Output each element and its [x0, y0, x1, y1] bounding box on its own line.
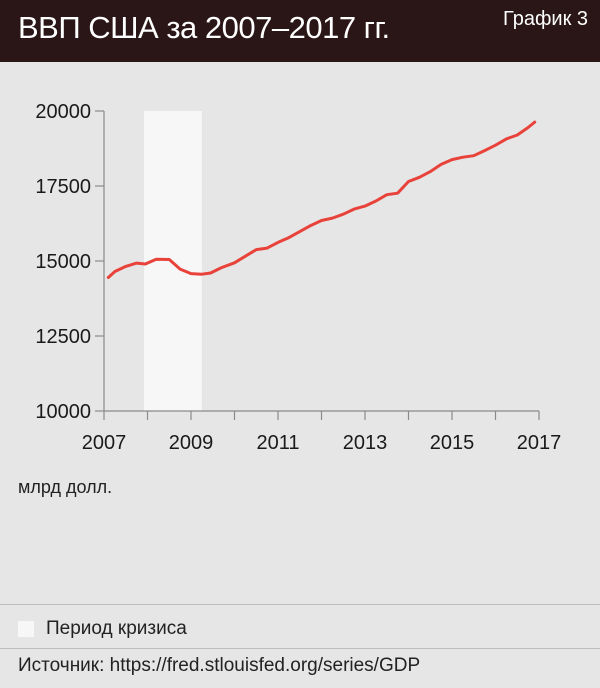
chart-title: ВВП США за 2007–2017 гг.	[18, 10, 390, 45]
source-note: Источник: https://fred.stlouisfed.org/se…	[18, 655, 421, 676]
x-tick-label: 2015	[430, 432, 475, 454]
crisis-swatch	[18, 621, 34, 637]
divider-bottom	[0, 648, 600, 649]
x-tick-label: 2011	[256, 432, 299, 454]
gdp-series-line	[106, 120, 537, 279]
y-tick-label: 10000	[35, 401, 91, 423]
legend: Период кризиса	[18, 617, 187, 641]
y-axis-unit-label: млрд долл.	[18, 477, 113, 497]
x-tick-label: 2009	[169, 432, 214, 454]
y-tick-label: 17500	[35, 176, 91, 198]
y-tick-label: 20000	[35, 101, 91, 123]
x-tick-label: 2013	[343, 432, 388, 454]
x-tick-label: 2017	[517, 432, 562, 454]
legend-label: Период кризиса	[46, 618, 187, 639]
y-tick-label: 12500	[35, 326, 91, 348]
divider-top	[0, 604, 600, 605]
gdp-line-chart: 20000 17500 15000 12500 10000 2007 2009 2011 20…	[35, 101, 562, 454]
chart-number: График 3	[502, 8, 588, 30]
chart-header: ВВП США за 2007–2017 гг. График 3	[0, 0, 600, 62]
y-tick-label: 15000	[35, 251, 91, 273]
x-tick-label: 2007	[82, 432, 127, 454]
